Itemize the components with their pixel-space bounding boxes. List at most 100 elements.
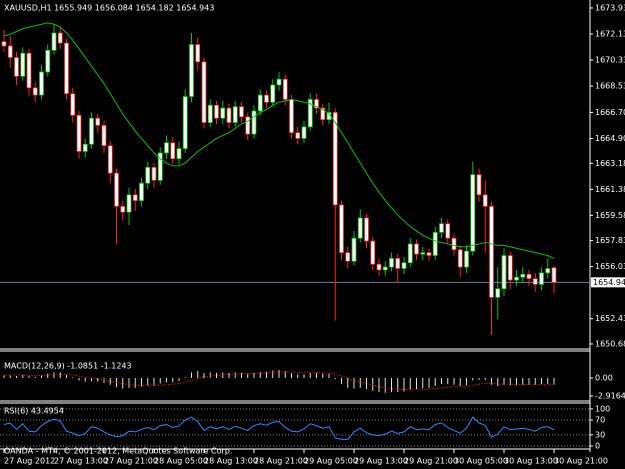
footer: OANDA - MT4, © 2001-2012, MetaQuotes Sof…: [4, 447, 232, 456]
x-tick-label: 30 Aug 21:00: [554, 457, 608, 466]
candle-body: [1, 41, 7, 47]
candle-body: [389, 257, 394, 268]
candle-body: [39, 71, 44, 96]
candle-body: [182, 96, 188, 149]
candle-body: [364, 217, 369, 242]
candle-body: [57, 32, 63, 44]
candle-body: [145, 166, 151, 184]
moving-average: [3, 22, 555, 259]
candle-body: [339, 204, 344, 254]
candle-body: [89, 117, 94, 145]
candle-body: [170, 142, 176, 160]
candle-body: [401, 262, 407, 269]
candle-body: [489, 205, 494, 298]
y-tick-label: 1657.83: [595, 236, 625, 245]
candle-body: [551, 267, 557, 283]
x-tick-label: 28 Aug 21:00: [254, 457, 308, 466]
candle-body: [282, 78, 288, 100]
y-tick-label: 0: [595, 442, 600, 451]
candle-body: [64, 42, 69, 95]
x-tick-label: 29 Aug 13:00: [354, 457, 408, 466]
candle-body: [426, 252, 432, 256]
y-tick-label: 1673.93: [595, 3, 625, 12]
candle-body: [45, 49, 51, 73]
x-tick-label: 30 Aug 13:00: [504, 457, 558, 466]
candle-body: [51, 32, 57, 51]
plot: 1673.93 1672.13 1670.33 1668.53 1666.70 1664.…: [0, 3, 625, 466]
candle-body: [264, 94, 269, 103]
candle-body: [357, 217, 363, 239]
y-tick-label: 70: [595, 416, 605, 425]
x-tick-label: 28 Aug 05:00: [154, 457, 208, 466]
candle-body: [82, 143, 88, 152]
candle-body: [214, 104, 219, 119]
y-tick-label: 1661.38: [595, 185, 625, 194]
candle-body: [370, 240, 376, 265]
y-tick-label: 30: [595, 430, 605, 439]
candle-body: [395, 257, 401, 269]
y-tick-label: 1656.03: [595, 262, 625, 271]
candle-body: [420, 252, 426, 255]
candle-body: [107, 145, 113, 174]
y-tick-label: 1652.43: [595, 314, 625, 323]
candle-body: [351, 237, 357, 262]
candle-body: [232, 106, 238, 123]
candle-body: [495, 288, 501, 298]
candle-body: [407, 243, 413, 264]
candle-body: [445, 223, 451, 239]
candle-body: [276, 78, 282, 86]
candle-body: [476, 174, 482, 196]
y-tick-label: 0.00: [595, 373, 613, 382]
y-tick-label: -2.9164: [595, 391, 625, 400]
candle-body: [95, 117, 101, 126]
candle-body: [176, 148, 182, 160]
candle-body: [545, 268, 551, 274]
candle-body: [132, 194, 138, 201]
candle-body: [451, 237, 457, 251]
candle-body: [114, 172, 119, 207]
y-tick-label: 1650.68: [595, 339, 625, 348]
candle-body: [314, 99, 319, 109]
candle-body: [201, 61, 207, 123]
candle-body: [139, 182, 144, 201]
candle-body: [257, 94, 263, 112]
candle-body: [514, 276, 519, 281]
candle-body: [414, 243, 419, 255]
candle-body: [226, 107, 232, 123]
candle-body: [295, 132, 301, 139]
candle-body: [239, 106, 244, 118]
candle-body: [270, 84, 276, 103]
current-price-box: [591, 277, 625, 288]
candle-body: [345, 252, 351, 262]
candle-body: [7, 45, 13, 58]
candle-body: [457, 249, 463, 268]
x-tick-label: 29 Aug 05:00: [304, 457, 358, 466]
candle-body: [164, 142, 169, 154]
x-tick-label: 27 Aug 13:00: [54, 457, 108, 466]
y-tick-label: 1663.18: [595, 159, 625, 168]
candle-body: [307, 99, 313, 128]
candle-body: [289, 99, 294, 134]
candle-body: [76, 114, 82, 152]
candle-body: [245, 116, 251, 135]
candle-body: [26, 52, 32, 89]
y-tick-label: 1670.33: [595, 55, 625, 64]
y-tick-label: 100: [595, 404, 610, 413]
candle-body: [464, 250, 469, 268]
candle-body: [101, 125, 107, 147]
candle-body: [251, 110, 257, 135]
candle-body: [70, 93, 76, 116]
candle-body: [301, 126, 307, 139]
x-tick-label: 27 Aug 21:00: [104, 457, 158, 466]
candle-body: [526, 273, 532, 280]
candle-body: [157, 152, 163, 181]
candle-body: [195, 44, 201, 63]
x-tick-label: 29 Aug 21:00: [404, 457, 458, 466]
candle-body: [532, 278, 538, 285]
candle-body: [482, 194, 488, 207]
candle-body: [382, 266, 388, 271]
candle-body: [520, 273, 526, 278]
candle-body: [120, 205, 126, 213]
